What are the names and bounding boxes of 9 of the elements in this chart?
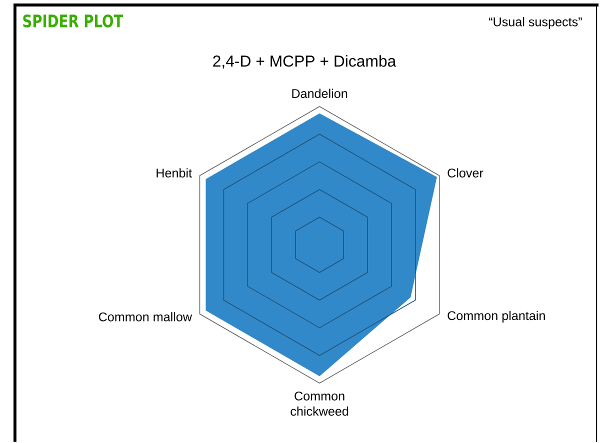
spoke-label: Dandelion [292,88,348,98]
spoke-label: Common chickweed [290,391,348,416]
spoke-label: Henbit [156,168,192,178]
chart-title: 2,4-D + MCPP + Dicamba [213,54,396,68]
spoke-label: Clover [448,168,484,178]
spoke-label: Common mallow [98,312,192,322]
chart-subtitle: “Usual suspects” [489,16,582,29]
spoke-label: Common plantain [448,310,545,322]
text: SPIDER PLOT [23,14,124,28]
